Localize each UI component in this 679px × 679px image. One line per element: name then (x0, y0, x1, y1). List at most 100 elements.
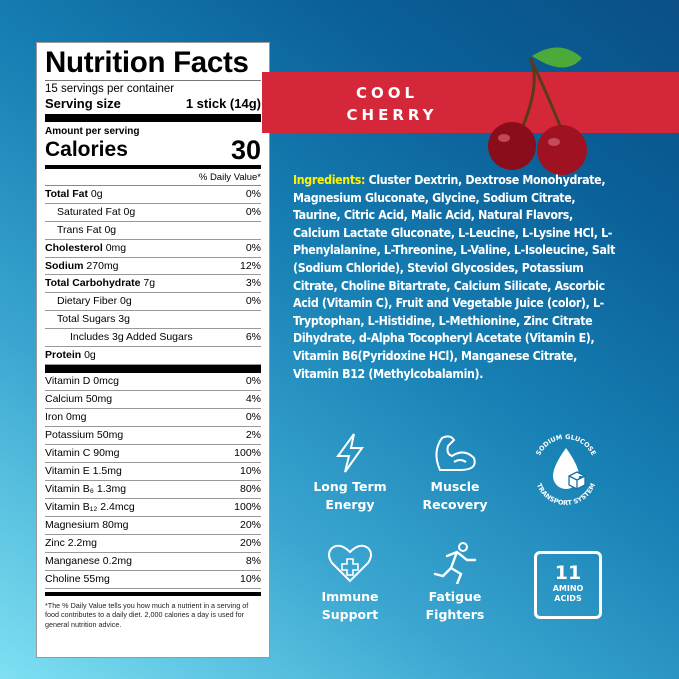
vitamin-dv: 100% (234, 446, 261, 459)
vitamin-dv: 2% (245, 428, 261, 441)
vitamin-name: Magnesium 80mg (45, 518, 129, 531)
ingredients: Ingredients: Cluster Dextrin, Dextrose M… (293, 172, 623, 383)
vitamin-row: Iron 0mg 0% (45, 409, 261, 427)
feature-label: Energy (325, 497, 375, 512)
vitamin-row: Vitamin C 90mg 100% (45, 445, 261, 463)
nutrient-dv: 12% (239, 259, 261, 272)
label-title: Nutrition Facts (45, 46, 261, 81)
daily-value-header: % Daily Value* (45, 171, 261, 186)
feature-label: Fighters (425, 607, 485, 622)
nutrient-row: Saturated Fat 0g 0% (45, 204, 261, 222)
feature-label: Fatigue (428, 589, 482, 604)
feature-fatigue-fighters: Fatigue Fighters (395, 542, 515, 624)
nutrient-row: Total Sugars 3g (45, 311, 261, 330)
nutrient-amount: 0g (90, 188, 103, 200)
vitamin-name: Vitamin D 0mcg (45, 374, 119, 387)
vitamin-dv: 20% (239, 518, 261, 531)
ingredients-heading: Ingredients: (293, 173, 366, 187)
nutrient-name: Protein 0g (45, 347, 96, 364)
nutrition-facts-label: Nutrition Facts 15 servings per containe… (36, 42, 270, 658)
nutrient-amount: 3g (118, 313, 130, 326)
vitamin-row: Potassium 50mg 2% (45, 427, 261, 445)
vitamin-row: Vitamin B₁₂ 2.4mcg 100% (45, 499, 261, 517)
vitamin-dv: 20% (239, 536, 261, 549)
amino-acids-badge: 11 AMINO ACIDS (534, 551, 602, 619)
vitamin-name: Zinc 2.2mg (45, 536, 97, 549)
divider (45, 591, 261, 596)
vitamin-name: Vitamin E 1.5mg (45, 464, 122, 477)
nutrient-amount: 0g (104, 223, 117, 236)
nutrient-dv: 0% (245, 241, 261, 254)
feature-label: Muscle (430, 479, 480, 494)
nutrient-dv: 6% (245, 331, 261, 344)
calories-value: 30 (230, 135, 261, 165)
vitamin-name: Iron 0mg (45, 410, 87, 423)
nutrient-name: Total Sugars 3g (45, 311, 130, 328)
nutrient-row: Trans Fat 0g (45, 222, 261, 240)
nutrient-name: Total Fat 0g (45, 186, 103, 203)
vitamin-name: Choline 55mg (45, 572, 110, 585)
nutrient-name: Total Carbohydrate 7g (45, 275, 155, 292)
vitamin-dv: 80% (239, 482, 261, 495)
nutrient-amount: 0g (84, 349, 96, 362)
nutrient-row: Includes 3g Added Sugars 6% (45, 329, 261, 348)
vitamin-row: Vitamin D 0mcg 0% (45, 373, 261, 391)
nutrient-dv: 0% (245, 295, 261, 308)
vitamin-row: Zinc 2.2mg 20% (45, 535, 261, 553)
vitamin-name: Potassium 50mg (45, 428, 124, 441)
flavor-banner (262, 72, 679, 133)
vitamin-name: Vitamin B₆ 1.3mg (45, 482, 127, 495)
vitamin-row: Choline 55mg 10% (45, 571, 261, 589)
macro-list: Total Fat 0g 0% Saturated Fat 0g 0% Trans Fa… (45, 186, 261, 365)
vitamin-dv: 4% (245, 392, 261, 405)
vitamin-name: Vitamin C 90mg (45, 446, 120, 459)
nutrient-name: Saturated Fat 0g (45, 204, 135, 221)
vitamin-name: Calcium 50mg (45, 392, 113, 405)
nutrient-name: Cholesterol 0mg (45, 240, 126, 257)
nutrient-label: Cholesterol (45, 241, 103, 254)
flavor-line2: CHERRY (346, 106, 438, 124)
nutrient-label: Total Fat (45, 188, 88, 200)
nutrient-name: Includes 3g Added Sugars (45, 329, 193, 346)
nutrient-label: Total Sugars (57, 313, 116, 326)
nutrient-row: Total Fat 0g 0% (45, 186, 261, 204)
nutrient-amount: 0mg (105, 241, 127, 254)
amino-label: AMINO (552, 584, 584, 593)
vitamin-row: Calcium 50mg 4% (45, 391, 261, 409)
nutrient-label: Trans Fat (57, 223, 102, 236)
running-person-icon (433, 542, 477, 584)
serving-size-value: 1 stick (14g) (185, 96, 261, 111)
vitamin-row: Vitamin E 1.5mg 10% (45, 463, 261, 481)
nutrient-row: Dietary Fiber 0g 0% (45, 293, 261, 312)
vitamin-dv: 10% (239, 572, 261, 585)
nutrient-dv: 0% (245, 188, 261, 200)
feature-label: Long Term (313, 479, 387, 494)
nutrient-amount: 7g (143, 277, 156, 290)
nutrient-dv: 3% (245, 277, 261, 290)
serving-size: Serving size 1 stick (14g) (45, 96, 261, 111)
nutrient-row: Cholesterol 0mg 0% (45, 240, 261, 258)
nutrient-name: Sodium 270mg (45, 258, 119, 275)
lightning-bolt-icon (336, 433, 364, 473)
nutrient-amount: 270mg (86, 259, 119, 272)
feature-long-term-energy: Long Term Energy (290, 432, 410, 514)
servings-per-container: 15 servings per container (45, 83, 175, 95)
footnote: *The % Daily Value tells you how much a … (45, 600, 249, 629)
cherry-image (488, 47, 587, 175)
nutrient-label: Sodium (45, 259, 84, 272)
feature-label: Immune (321, 589, 379, 604)
nutrient-amount: 0g (123, 205, 136, 218)
amino-count: 11 (554, 562, 582, 584)
heart-plus-icon (328, 544, 372, 583)
water-drop-cube-icon: SODIUM GLUCOSE TRANSPORT SYSTEM (534, 433, 597, 507)
vitamin-dv: 0% (245, 374, 261, 387)
divider (45, 114, 261, 122)
vitamin-row: Manganese 0.2mg 8% (45, 553, 261, 571)
nutrient-row: Total Carbohydrate 7g 3% (45, 275, 261, 294)
calories-row: Calories 30 (45, 135, 261, 165)
vitamin-dv: 8% (245, 554, 261, 567)
vitamin-name: Manganese 0.2mg (45, 554, 132, 567)
nutrient-label: Includes 3g Added Sugars (70, 331, 193, 344)
vitamin-dv: 10% (239, 464, 261, 477)
micro-list: Vitamin D 0mcg 0% Calcium 50mg 4% Iron 0mg 0%… (45, 373, 261, 589)
